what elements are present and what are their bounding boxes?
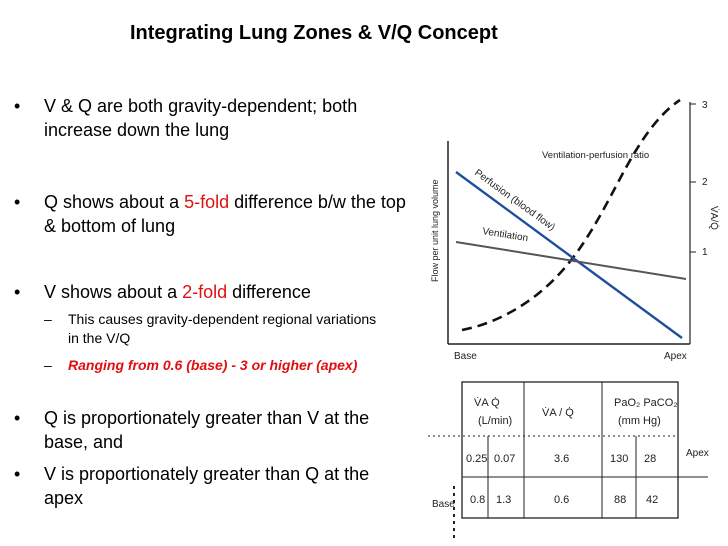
x-axis-base-label: Base [454, 351, 477, 362]
bullet-4-text: Q is proportionately greater than V at t… [44, 408, 370, 452]
bullet-1-text: V & Q are both gravity-dependent; both i… [44, 96, 358, 140]
sub-bullet-1: – This causes gravity-dependent regional… [44, 310, 384, 348]
table-cell: 88 [614, 494, 626, 506]
sub-bullet-2-text: Ranging from 0.6 (base) - 3 or higher (a… [68, 357, 358, 373]
table-header: V̇A / Q̇ [542, 406, 574, 419]
bullet-dot: • [14, 282, 21, 302]
bullet-2-text: Q shows about a 5-fold difference b/w th… [44, 192, 406, 236]
table-cell: 28 [644, 453, 656, 465]
vq-graph: 3 2 1 V̇A/Q̇ Flow per unit lung volume V… [428, 98, 721, 542]
perfusion-curve-label: Perfusion (blood flow) [472, 168, 557, 234]
table-cell: 130 [610, 453, 628, 465]
y-axis-label: Flow per unit lung volume [430, 179, 440, 282]
sub-bullet-2: – Ranging from 0.6 (base) - 3 or higher … [44, 356, 384, 375]
right-tick-label: 1 [702, 247, 708, 258]
bullet-dot: • [14, 408, 21, 428]
sub-bullet-dash: – [44, 357, 52, 373]
bullet-dot: • [14, 464, 21, 484]
table-cell: 0.25 [466, 453, 487, 465]
right-tick-label: 2 [702, 177, 708, 188]
emphasis-2-fold: 2-fold [182, 282, 228, 302]
table-cell: 0.07 [494, 453, 515, 465]
bullet-4: • Q is proportionately greater than V at… [14, 406, 409, 454]
sub-bullet-dash: – [44, 311, 52, 327]
table-row-label-apex: Apex [686, 448, 709, 459]
table-cell: 0.6 [554, 494, 569, 506]
table-row-label-base: Base [432, 499, 455, 510]
vq-curve-label: Ventilation-perfusion ratio [542, 150, 649, 161]
table-cell: 0.8 [470, 494, 485, 506]
table-header: V̇A Q̇ [474, 396, 500, 409]
bullet-5-text: V is proportionately greater than Q at t… [44, 464, 370, 508]
bullet-dot: • [14, 96, 21, 116]
table-cell: 42 [646, 494, 658, 506]
table-header: PaO₂ PaCO₂ [614, 397, 678, 409]
right-axis-label: V̇A/Q̇ [708, 206, 721, 230]
slide-title: Integrating Lung Zones & V/Q Concept [130, 22, 498, 44]
lung-zone-figure: 3 2 1 V̇A/Q̇ Flow per unit lung volume V… [418, 86, 728, 546]
table-cell: 1.3 [496, 494, 511, 506]
sub-bullet-1-text: This causes gravity-dependent regional v… [68, 311, 377, 346]
bullet-dot: • [14, 192, 21, 212]
bullet-5: • V is proportionately greater than Q at… [14, 462, 409, 510]
x-axis-apex-label: Apex [664, 351, 687, 362]
table-header: (mm Hg) [618, 415, 661, 427]
vq-table: V̇A Q̇ (L/min) V̇A / Q̇ PaO₂ PaCO₂ (mm H… [428, 381, 709, 542]
bullet-2: • Q shows about a 5-fold difference b/w … [14, 190, 409, 238]
table-header: (L/min) [478, 415, 512, 427]
ventilation-curve-label: Ventilation [482, 226, 529, 244]
right-tick-label: 3 [702, 100, 708, 111]
table-border [461, 381, 679, 519]
bullet-3: • V shows about a 2-fold difference [14, 280, 409, 304]
perfusion-line [455, 171, 683, 339]
bullet-3-text: V shows about a 2-fold difference [44, 282, 311, 302]
table-cell: 3.6 [554, 453, 569, 465]
ventilation-line [455, 241, 687, 280]
vq-ratio-curve [461, 98, 681, 332]
bullet-1: • V & Q are both gravity-dependent; both… [14, 94, 409, 142]
emphasis-5-fold: 5-fold [184, 192, 230, 212]
